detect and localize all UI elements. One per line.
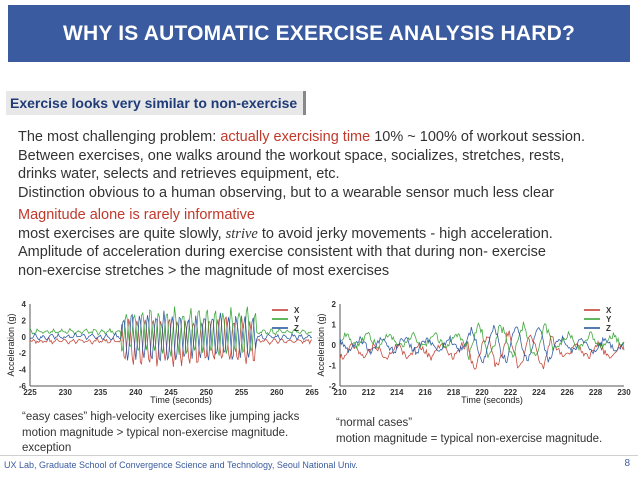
caption-left-line1: “easy cases” high-velocity exercises lik… (22, 411, 300, 423)
paragraph2-line2: Amplitude of acceleration during exercis… (18, 244, 546, 260)
sub-heading: Magnitude alone is rarely informative (18, 207, 255, 223)
x-tick-label: 235 (94, 388, 108, 397)
legend-label-z: Z (606, 324, 611, 333)
p1-line1-prefix: The most challenging problem: (18, 129, 221, 145)
series-line-y (29, 306, 313, 357)
series-line-z (29, 310, 312, 362)
series-line-z (339, 324, 625, 364)
caption-right: “normal cases” motion magnitude = typica… (336, 416, 636, 447)
p2-line1-suffix: to avoid jerky movements - high accelera… (257, 225, 553, 242)
x-tick-label: 240 (129, 388, 143, 397)
x-tick-label: 214 (390, 388, 404, 397)
y-tick-label: -2 (329, 382, 337, 391)
section-heading-box: Exercise looks very similar to non-exerc… (6, 91, 307, 115)
x-tick-label: 216 (419, 388, 433, 397)
caption-left: “easy cases” high-velocity exercises lik… (22, 410, 322, 457)
chart-right: 2 1 0 -1 -2 210 212 214 216 218 220 222 224 226 228 230… (316, 298, 636, 406)
caption-left-line2: motion magnitude > typical non-exercise … (22, 426, 289, 439)
caption-right-line1: “normal cases” (336, 417, 413, 429)
footer-divider (0, 455, 638, 456)
chart-left: 4 2 0 -2 -4 -6 225 230 235 240 245 250 255 260 265 Time… (0, 298, 320, 406)
x-tick-label: 255 (235, 388, 249, 397)
y-tick-label: 4 (22, 300, 27, 309)
x-axis-label: Time (seconds) (461, 395, 523, 405)
paragraph1-line2: Between exercises, one walks around the … (18, 147, 565, 164)
x-tick-label: 230 (59, 388, 73, 397)
x-tick-label: 245 (164, 388, 178, 397)
x-tick-label: 224 (532, 388, 546, 397)
paragraph1-line1: The most challenging problem: actually e… (18, 128, 630, 147)
paragraph1-line3: drinks water, selects and retrieves equi… (18, 166, 340, 182)
x-tick-label: 265 (305, 388, 319, 397)
x-tick-label: 225 (23, 388, 37, 397)
y-axis-label: Acceleration (g) (6, 313, 16, 376)
y-tick-label: -4 (19, 366, 27, 375)
series-line-x (339, 330, 625, 370)
legend-label-y: Y (606, 315, 612, 324)
body-text: The most challenging problem: actually e… (18, 128, 630, 280)
y-tick-label: 0 (332, 341, 337, 350)
y-tick-label: -1 (329, 362, 337, 371)
paragraph2-line1: most exercises are quite slowly, strive … (18, 225, 630, 244)
legend-label-x: X (606, 306, 612, 315)
x-tick-label: 222 (504, 388, 518, 397)
p2-line1-italic: strive (225, 225, 258, 242)
slide-title: WHY IS AUTOMATIC EXERCISE ANALYSIS HARD? (62, 21, 576, 45)
footer-text: UX Lab, Graduate School of Convergence S… (4, 460, 358, 470)
title-bar: WHY IS AUTOMATIC EXERCISE ANALYSIS HARD? (8, 5, 630, 62)
y-tick-label: 2 (22, 316, 27, 325)
p1-line1-highlight: actually exercising time (220, 129, 371, 145)
caption-left-line3: exception (22, 442, 72, 454)
y-tick-label: 2 (332, 300, 337, 309)
y-axis-label: Acceleration (g) (316, 313, 326, 376)
x-tick-label: 250 (200, 388, 214, 397)
x-tick-label: 218 (447, 388, 461, 397)
page-number: 8 (624, 458, 630, 469)
paragraph1-line4: Distinction obvious to a human observing… (18, 184, 554, 201)
p2-line1-prefix: most exercises are quite slowly, (18, 225, 226, 242)
y-tick-label: -6 (19, 382, 27, 391)
x-tick-label: 220 (475, 388, 489, 397)
section-heading: Exercise looks very similar to non-exerc… (10, 95, 298, 111)
x-tick-label: 226 (561, 388, 575, 397)
legend-label-x: X (294, 306, 300, 315)
x-tick-label: 210 (333, 388, 347, 397)
p1-line1-suffix: 10% ~ 100% of workout session. (370, 129, 586, 145)
x-tick-label: 230 (617, 388, 631, 397)
paragraph2-line3: non-exercise stretches > the magnitude o… (18, 262, 390, 279)
caption-right-line2: motion magnitude = typical non-exercise … (336, 432, 603, 445)
series-line-y (339, 321, 625, 361)
y-tick-label: 0 (22, 333, 27, 342)
y-tick-label: -2 (19, 349, 27, 358)
x-tick-label: 228 (589, 388, 603, 397)
x-tick-label: 260 (270, 388, 284, 397)
x-axis-label: Time (seconds) (150, 395, 212, 405)
legend-label-y: Y (294, 315, 300, 324)
y-tick-label: 1 (332, 321, 337, 330)
x-tick-label: 212 (362, 388, 376, 397)
legend-label-z: Z (294, 324, 299, 333)
